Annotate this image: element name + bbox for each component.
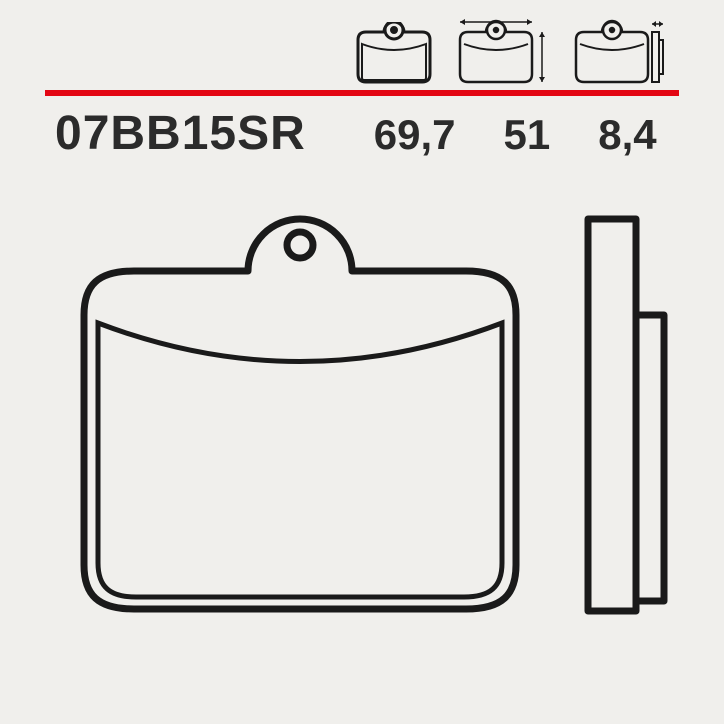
part-number: 07BB15SR (55, 106, 306, 161)
spec-row: 07BB15SR 69,7 51 8,4 (55, 106, 669, 161)
pad-front-mini-icon (350, 22, 438, 88)
brake-pad-side-view (580, 195, 680, 625)
dim-height: 51 (504, 111, 551, 159)
brake-pad-front-view (50, 195, 560, 625)
dim-thickness: 8,4 (598, 111, 656, 159)
dimensions-block: 69,7 51 8,4 (374, 111, 657, 159)
dim-width: 69,7 (374, 111, 456, 159)
pad-front-dim-icon (446, 18, 554, 88)
pad-side-dim-icon (562, 18, 670, 88)
accent-divider (45, 90, 679, 96)
header-icon-row (350, 18, 670, 88)
